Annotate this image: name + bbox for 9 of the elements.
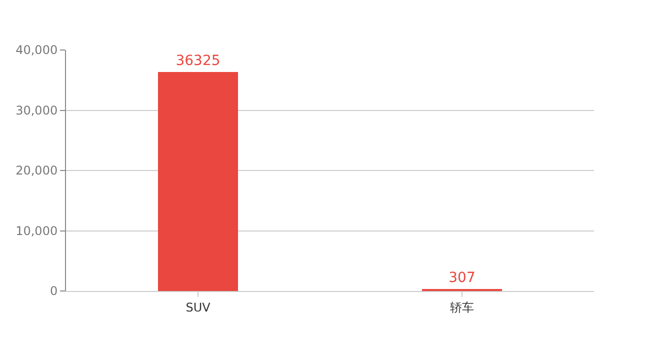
data-label: 307 [448,270,476,286]
y-tick-label: 10,000 [16,224,58,238]
y-tick-label: 0 [50,284,58,298]
data-label: 36325 [176,53,220,69]
y-tick-label: 40,000 [16,43,58,58]
x-tick-label: SUV [186,300,212,314]
y-tick-label: 30,000 [16,103,58,118]
y-tick-label: 20,000 [16,164,58,178]
x-tick-label: 轿车 [450,300,474,314]
